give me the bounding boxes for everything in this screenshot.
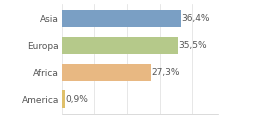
Bar: [62, 37, 178, 54]
Text: 27,3%: 27,3%: [152, 68, 180, 77]
Bar: [62, 63, 151, 81]
Text: 0,9%: 0,9%: [66, 95, 88, 104]
Text: 35,5%: 35,5%: [179, 41, 207, 50]
Bar: [62, 10, 181, 27]
Text: 36,4%: 36,4%: [181, 14, 210, 23]
Bar: [62, 90, 64, 108]
